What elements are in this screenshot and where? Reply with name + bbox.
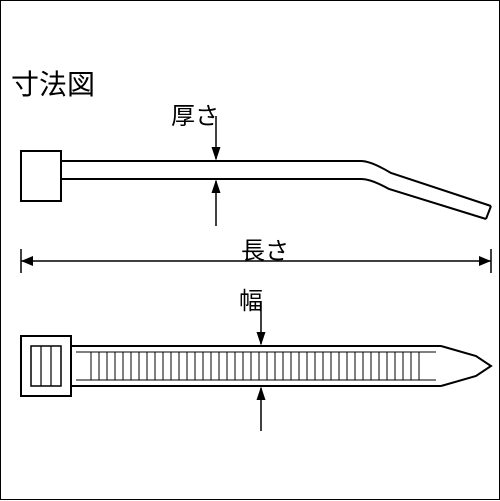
width-label: 幅	[239, 281, 263, 316]
side-view	[21, 151, 491, 219]
thickness-label: 厚さ	[171, 96, 219, 131]
top-view	[21, 336, 491, 396]
length-label: 長さ	[241, 231, 289, 266]
diagram-frame: 寸法図	[0, 0, 500, 500]
